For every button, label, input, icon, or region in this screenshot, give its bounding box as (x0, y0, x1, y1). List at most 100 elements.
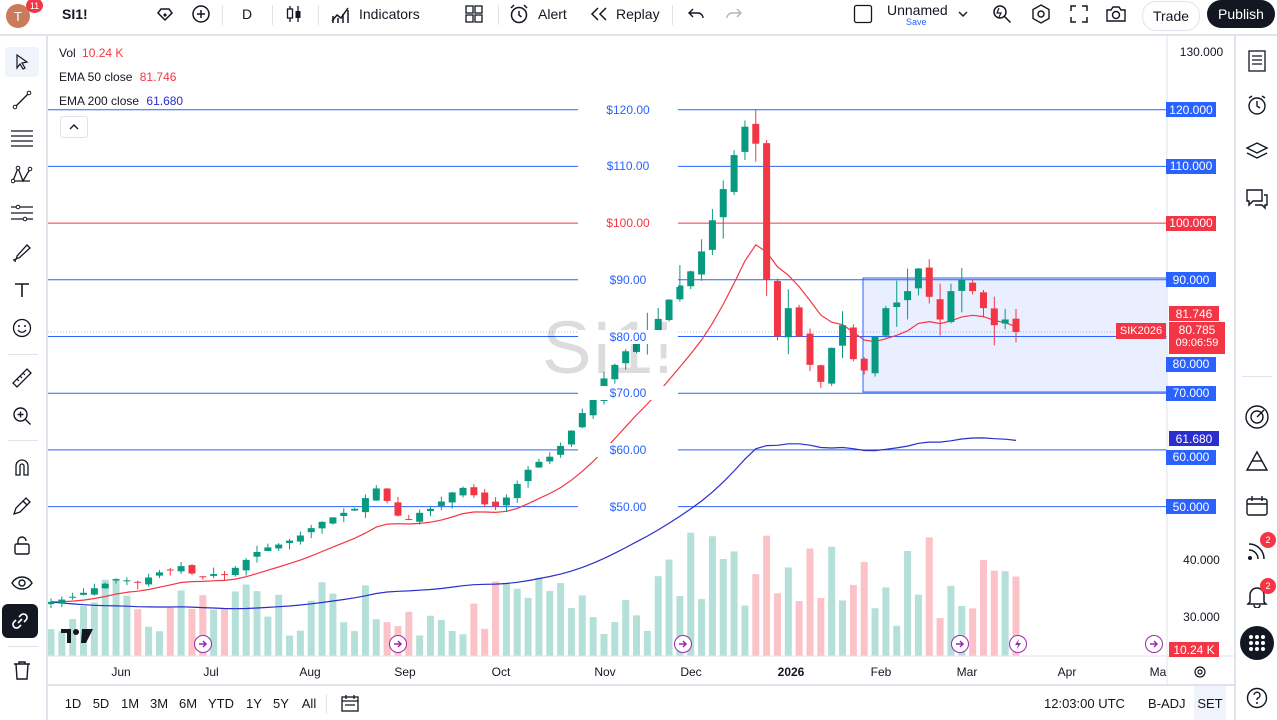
alerts-clock-icon[interactable] (1240, 90, 1274, 120)
dividend-event-icon[interactable] (951, 635, 969, 653)
candle-body (394, 502, 402, 516)
quick-search-icon[interactable] (990, 0, 1014, 28)
pattern-tool-icon[interactable] (5, 160, 39, 190)
replay-button[interactable]: Replay (590, 0, 662, 28)
candle-body (990, 308, 998, 326)
time-axis-settings-gear-icon[interactable] (1190, 665, 1210, 679)
calendar-icon[interactable] (1240, 491, 1274, 521)
time-label: Feb (870, 665, 892, 679)
lock-icon[interactable] (5, 530, 39, 560)
avatar-letter: T (14, 8, 22, 24)
undo-icon[interactable] (684, 0, 708, 28)
emoji-tool-icon[interactable] (5, 313, 39, 343)
volume-bar (286, 635, 294, 656)
range-button-1m[interactable]: 1M (120, 695, 140, 711)
candle-body (925, 267, 933, 297)
eye-visibility-icon[interactable] (5, 568, 39, 598)
range-button-5y[interactable]: 5Y (273, 695, 289, 711)
goto-date-calendar-icon[interactable] (338, 686, 362, 720)
candle-body (58, 599, 66, 604)
ema50-legend[interactable]: EMA 50 close 81.746 (59, 70, 176, 84)
candles-type-icon[interactable] (282, 0, 306, 28)
symbol-search-button[interactable]: SI1! (50, 0, 164, 28)
publish-button[interactable]: Publish (1207, 0, 1275, 28)
earnings-flash-icon[interactable] (1009, 635, 1027, 653)
price-chart[interactable]: SI1! (48, 36, 1234, 684)
candle-body (123, 580, 131, 582)
object-tree-layers-icon[interactable] (1240, 136, 1274, 166)
range-button-5d[interactable]: 5D (92, 695, 110, 711)
ideas-pyramid-icon[interactable] (1240, 446, 1274, 476)
candle-body (589, 397, 597, 416)
fullscreen-icon[interactable] (1067, 0, 1091, 28)
layout-name-button[interactable]: Unnamed Save (882, 2, 968, 28)
stay-in-drawing-mode-icon[interactable] (5, 491, 39, 521)
ruler-measure-icon[interactable] (5, 363, 39, 393)
level-price-label-80: 80.000 (1166, 356, 1216, 372)
favorite-icon[interactable] (154, 0, 176, 28)
candle-body (199, 576, 207, 578)
candle-body (708, 220, 716, 250)
candle-body (405, 519, 413, 521)
dividend-event-icon[interactable] (194, 635, 212, 653)
indicators-button[interactable]: Indicators (330, 0, 430, 28)
news-feed-icon[interactable] (1240, 536, 1274, 566)
ema50-price-label: 81.746 (1169, 306, 1219, 321)
prediction-tool-icon[interactable] (5, 198, 39, 228)
zoom-in-icon[interactable] (5, 401, 39, 431)
tradingview-logo[interactable] (60, 626, 94, 646)
trend-line-tool-icon[interactable] (5, 85, 39, 115)
technicals-gauge-icon[interactable] (1240, 402, 1274, 432)
snapshot-camera-icon[interactable] (1104, 0, 1128, 28)
chart-pane[interactable]: SI1! Vol 10.24 K EMA 50 close 81.746 EMA… (48, 36, 1234, 684)
ema200-line[interactable] (50, 437, 1017, 610)
interval-button[interactable]: D (232, 0, 262, 28)
cursor-tool-icon[interactable] (5, 47, 39, 77)
trash-icon[interactable] (5, 655, 39, 685)
candle-body (947, 291, 955, 323)
dividend-event-icon[interactable] (389, 635, 407, 653)
watchlist-icon[interactable] (1240, 46, 1274, 76)
volume-legend[interactable]: Vol 10.24 K (59, 46, 123, 60)
dividend-event-icon[interactable] (674, 635, 692, 653)
link-sync-icon[interactable] (2, 604, 38, 638)
range-button-1d[interactable]: 1D (64, 695, 82, 711)
fib-retracement-tool-icon[interactable] (5, 123, 39, 153)
range-button-6m[interactable]: 6M (178, 695, 198, 711)
volume-bar (155, 631, 163, 656)
candle-body (155, 572, 163, 576)
magnet-icon[interactable] (5, 452, 39, 482)
apps-grid-icon[interactable] (1240, 626, 1274, 660)
range-button-3m[interactable]: 3M (149, 695, 169, 711)
volume-bar (654, 576, 662, 656)
clock-timezone[interactable]: 12:03:00 UTC (1044, 695, 1125, 711)
range-button-ytd[interactable]: YTD (208, 695, 234, 711)
alarm-clock-icon (510, 4, 528, 24)
brush-tool-icon[interactable] (5, 237, 39, 267)
range-button-1y[interactable]: 1Y (246, 695, 262, 711)
back-adjust-toggle[interactable]: B-ADJ (1148, 695, 1186, 711)
chat-icon[interactable] (1240, 184, 1274, 214)
ema200-legend[interactable]: EMA 200 close 61.680 (59, 94, 184, 108)
compare-symbol-icon[interactable] (190, 0, 212, 28)
level-text-120: $120.00 (578, 102, 678, 117)
templates-icon[interactable] (462, 0, 486, 28)
redo-icon[interactable] (722, 0, 746, 28)
volume-bar (275, 594, 283, 656)
session-toggle[interactable]: SET (1194, 686, 1226, 720)
help-icon[interactable] (1240, 683, 1274, 713)
text-tool-icon[interactable] (5, 275, 39, 305)
trade-button[interactable]: Trade (1142, 1, 1200, 31)
range-button-all[interactable]: All (301, 695, 317, 711)
collapse-legend-button[interactable] (60, 116, 88, 138)
indicators-label: Indicators (359, 6, 420, 22)
volume-bar (448, 631, 456, 656)
settings-gear-icon[interactable] (1029, 0, 1053, 28)
candle-body (763, 143, 771, 280)
trade-label: Trade (1152, 8, 1190, 24)
volume-bar (643, 630, 651, 656)
alert-button[interactable]: Alert (508, 0, 574, 28)
candle-body (145, 577, 153, 585)
layout-checkbox-icon[interactable] (852, 0, 874, 28)
dividend-event-icon[interactable] (1145, 635, 1163, 653)
